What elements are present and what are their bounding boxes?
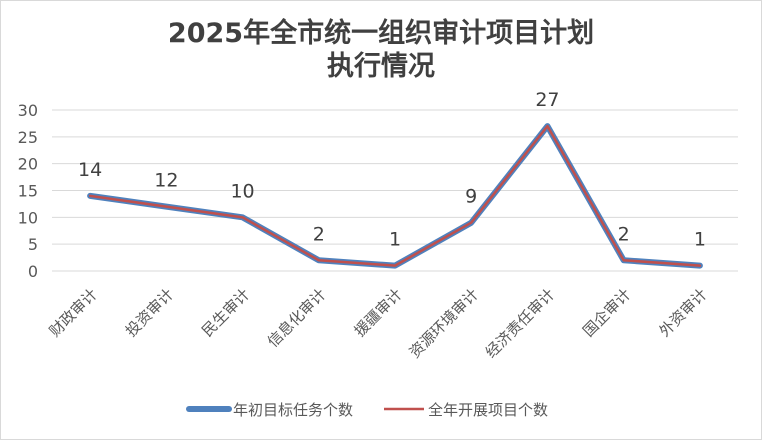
- x-tick-label: 援疆审计: [351, 285, 406, 340]
- legend-label-1: 年初目标任务个数: [233, 401, 353, 419]
- legend-label-2: 全年开展项目个数: [428, 401, 548, 419]
- data-label: 12: [154, 170, 178, 192]
- chart-title-line-2: 执行情况: [327, 50, 435, 82]
- data-label: 14: [78, 159, 102, 181]
- data-label: 27: [535, 89, 559, 111]
- data-label: 1: [694, 229, 706, 251]
- y-tick-label: 20: [18, 155, 38, 174]
- data-label: 10: [230, 180, 254, 202]
- x-tick-label: 财政审计: [46, 285, 101, 340]
- x-tick-label: 民生审计: [198, 285, 253, 340]
- data-label: 2: [618, 223, 630, 245]
- y-tick-label: 5: [28, 235, 38, 254]
- data-label: 1: [389, 229, 401, 251]
- x-tick-label: 投资审计: [122, 285, 177, 340]
- y-tick-label: 10: [18, 208, 38, 227]
- y-tick-label: 15: [18, 182, 38, 201]
- x-tick-label: 国企审计: [579, 285, 634, 340]
- data-label: 2: [313, 223, 325, 245]
- y-tick-label: 0: [28, 262, 38, 281]
- data-label: 9: [465, 186, 477, 208]
- chart-title-line-1: 2025年全市统一组织审计项目计划: [168, 17, 594, 49]
- series-line-2: [88, 124, 702, 267]
- x-tick-label: 经济责任审计: [482, 285, 558, 361]
- x-tick-label: 资源环境审计: [406, 285, 482, 361]
- x-tick-label: 外资审计: [656, 285, 711, 340]
- x-tick-label: 信息化审计: [264, 285, 330, 351]
- y-tick-label: 25: [18, 128, 38, 147]
- y-tick-label: 30: [18, 101, 38, 120]
